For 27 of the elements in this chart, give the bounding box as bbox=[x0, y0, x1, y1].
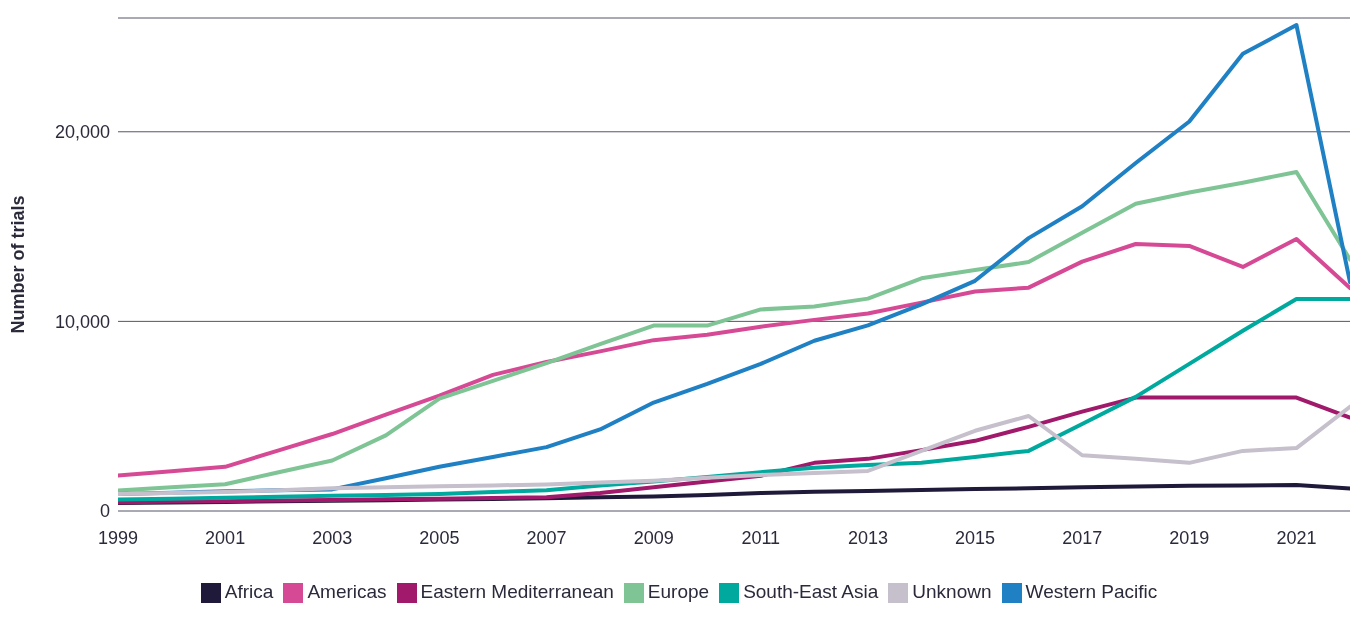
line-series bbox=[118, 237, 1350, 478]
legend-label: Eastern Mediterranean bbox=[420, 581, 614, 602]
y-tick-label: 0 bbox=[99, 501, 110, 522]
legend-label: Western Pacific bbox=[1025, 581, 1158, 602]
legend-label: South-East Asia bbox=[743, 581, 879, 602]
x-tick-label: 2001 bbox=[205, 527, 246, 548]
x-tick-label: 2007 bbox=[526, 527, 567, 548]
x-tick-label: 2017 bbox=[1062, 527, 1103, 548]
line-series bbox=[118, 395, 1350, 505]
x-tick-label: 2003 bbox=[312, 527, 353, 548]
x-tick-label: 1999 bbox=[97, 527, 139, 548]
line-series bbox=[118, 404, 1350, 496]
x-tick-label: 2013 bbox=[847, 527, 888, 548]
line-series bbox=[118, 169, 1350, 493]
x-tick-label: 2009 bbox=[633, 527, 674, 548]
x-tick-label: 2015 bbox=[955, 527, 996, 548]
legend-label: Africa bbox=[224, 581, 274, 602]
legend-label: Europe bbox=[647, 581, 710, 602]
x-tick-label: 2019 bbox=[1169, 527, 1210, 548]
legend-label: Americas bbox=[307, 581, 387, 602]
y-tick-label: 10,000 bbox=[54, 311, 110, 332]
x-tick-label: 2021 bbox=[1276, 527, 1317, 548]
x-tick-label: 2011 bbox=[741, 527, 781, 548]
x-tick-label: 2005 bbox=[419, 527, 460, 548]
y-axis-title: Number of trials bbox=[8, 195, 29, 334]
legend-label: Unknown bbox=[912, 581, 992, 602]
y-tick-label: 20,000 bbox=[54, 122, 110, 143]
